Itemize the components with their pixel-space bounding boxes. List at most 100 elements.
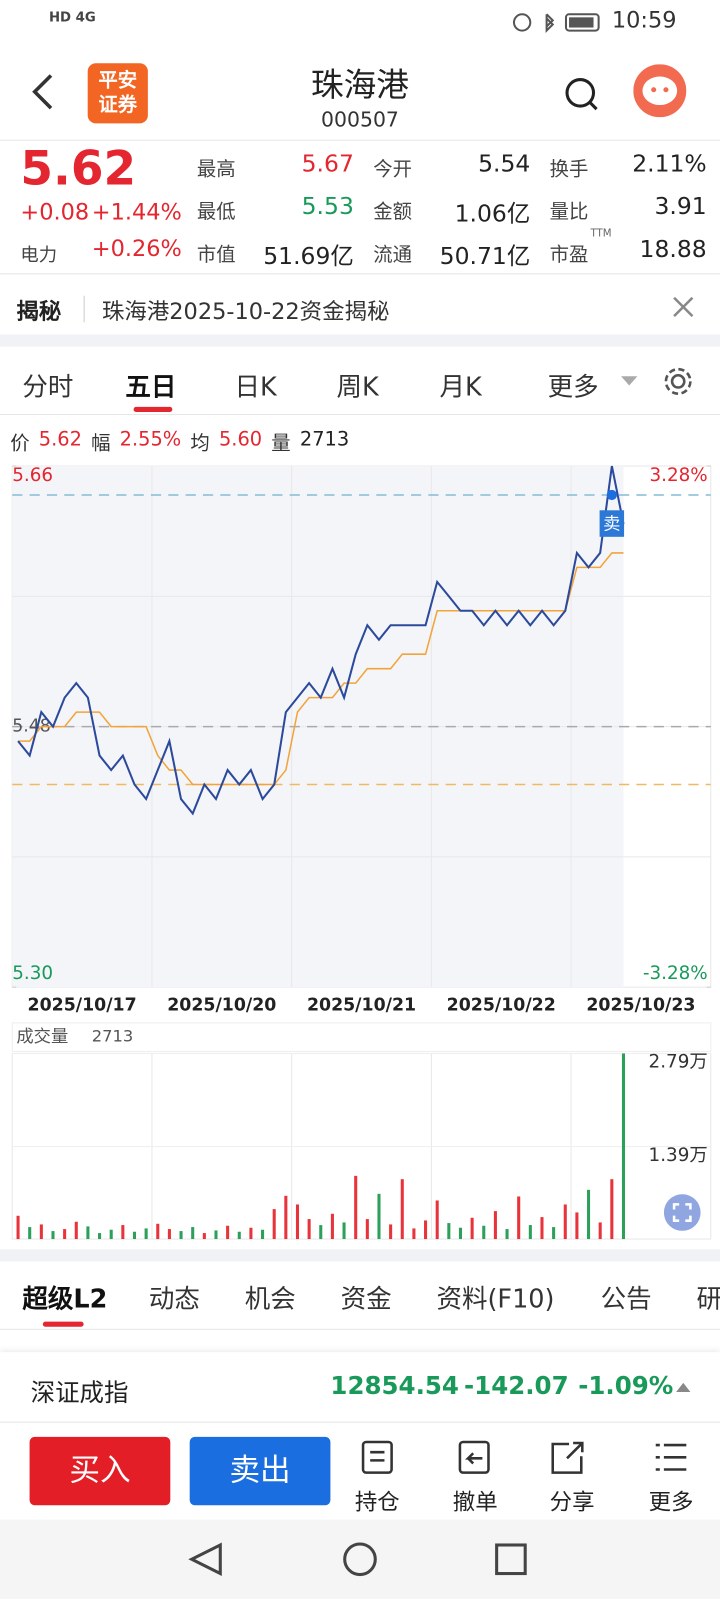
- volume-bar: [307, 1219, 311, 1240]
- price: 5.62: [20, 140, 137, 196]
- more-button[interactable]: 更多: [648, 1489, 694, 1516]
- spacer: [0, 1249, 720, 1262]
- index-bar[interactable]: [0, 1352, 720, 1422]
- index-change-pct: -1.09%: [578, 1371, 674, 1401]
- cancel-button[interactable]: 撤单: [452, 1489, 498, 1516]
- volume-bar: [528, 1225, 532, 1240]
- volume-bar: [470, 1217, 474, 1240]
- change: +0.08: [20, 199, 90, 226]
- volume-bar: [191, 1227, 195, 1240]
- period-tab[interactable]: 更多: [547, 372, 599, 402]
- nav-buttons[interactable]: [184, 1535, 541, 1586]
- logo-line: 证券: [98, 93, 138, 117]
- volume-bar: [517, 1196, 521, 1240]
- x-tick-label: 2025/10/22: [447, 996, 556, 1016]
- change-pct: +1.44%: [91, 199, 182, 226]
- y2-tick-label: 3.28%: [649, 465, 707, 486]
- volume-bar: [552, 1227, 556, 1240]
- stat-value: 5.53: [301, 193, 354, 221]
- volume-bar: [156, 1223, 160, 1240]
- clock: 10:59: [611, 8, 677, 34]
- period-tab[interactable]: 月K: [439, 372, 482, 402]
- price-line: [17, 465, 625, 816]
- volume-bar: [237, 1231, 241, 1240]
- nav-bar: [0, 1519, 720, 1600]
- volume-bar: [51, 1231, 55, 1240]
- stat-value: 5.67: [301, 150, 354, 178]
- stat-note: TTM: [590, 228, 612, 240]
- period-tab-active[interactable]: 五日: [125, 372, 177, 402]
- volume-bar: [424, 1220, 428, 1240]
- period-tab[interactable]: 日K: [234, 372, 277, 402]
- action-icons: [361, 1440, 584, 1474]
- network: HD 4G: [48, 10, 96, 26]
- section-tab[interactable]: 资料(F10): [436, 1283, 555, 1314]
- period-tab[interactable]: 分时: [22, 372, 74, 402]
- share-button[interactable]: 分享: [549, 1489, 595, 1516]
- section-tab[interactable]: 机会: [244, 1283, 296, 1314]
- section-tab[interactable]: 动态: [148, 1283, 200, 1314]
- search-button[interactable]: [563, 75, 600, 112]
- section-tab[interactable]: 公告: [600, 1283, 652, 1314]
- stat-value: 18.88: [639, 236, 707, 264]
- stat-label: 流通: [373, 243, 413, 267]
- volume-bar: [377, 1193, 381, 1240]
- info-label: 幅: [91, 432, 111, 455]
- section-tab[interactable]: 研: [696, 1283, 720, 1314]
- status-icons: [512, 13, 600, 34]
- y-tick-label: 2.79万: [649, 1052, 708, 1073]
- holdings-button[interactable]: 持仓: [354, 1489, 400, 1516]
- volume-bar: [63, 1229, 67, 1240]
- volume-current: 2713: [92, 1027, 133, 1046]
- info-value: 5.62: [38, 428, 82, 451]
- close-button[interactable]: [671, 295, 695, 319]
- avatar[interactable]: [633, 64, 687, 118]
- divider: [83, 295, 85, 323]
- x-tick-label: 2025/10/20: [167, 996, 276, 1016]
- volume-title: 成交量: [16, 1027, 68, 1047]
- x-tick-label: 2025/10/23: [586, 996, 695, 1016]
- divider: [0, 139, 720, 141]
- logo-line: 平安: [98, 69, 138, 92]
- sell-button[interactable]: 卖出: [189, 1436, 331, 1506]
- volume-bar: [86, 1226, 90, 1240]
- divider: [0, 1328, 720, 1330]
- stat-label: 市盈: [549, 243, 589, 267]
- volume-bar: [330, 1213, 334, 1240]
- volume-bar: [319, 1225, 323, 1240]
- volume-bar: [435, 1200, 439, 1240]
- section-tab[interactable]: 资金: [340, 1283, 392, 1314]
- volume-bar: [563, 1204, 567, 1240]
- volume-bar: [167, 1229, 171, 1240]
- broker-logo[interactable]: 平安 证券: [87, 63, 148, 124]
- expand-button[interactable]: [663, 1194, 701, 1231]
- signal-label: 卖: [603, 515, 620, 535]
- index-change: -142.07: [464, 1371, 569, 1401]
- volume-bar: [226, 1225, 230, 1240]
- volume-bar: [400, 1179, 404, 1240]
- buy-button[interactable]: 买入: [29, 1436, 171, 1506]
- volume-bar: [598, 1222, 602, 1240]
- info-label: 价: [10, 432, 30, 455]
- back-button[interactable]: [29, 71, 60, 112]
- volume-bar: [39, 1224, 43, 1240]
- notice-text[interactable]: 珠海港2025-10-22资金揭秘: [101, 299, 390, 326]
- volume-bar: [354, 1175, 358, 1240]
- stat-value: 1.06亿: [454, 200, 531, 228]
- y-tick-label: 5.66: [12, 465, 53, 486]
- settings-button[interactable]: [663, 366, 694, 397]
- volume-bar: [272, 1209, 276, 1240]
- volume-bar: [16, 1215, 20, 1240]
- volume-header: [11, 1022, 712, 1052]
- volume-bar: [284, 1195, 288, 1240]
- divider: [0, 414, 720, 416]
- volume-bar: [249, 1227, 253, 1240]
- y-tick-label: 1.39万: [649, 1145, 708, 1166]
- info-label: 量: [271, 432, 291, 455]
- period-tab[interactable]: 周K: [336, 372, 379, 402]
- section-tab-active[interactable]: 超级L2: [22, 1283, 108, 1314]
- volume-bar: [214, 1230, 218, 1240]
- volume-bar: [493, 1211, 497, 1240]
- stat-label: 最高: [196, 158, 236, 181]
